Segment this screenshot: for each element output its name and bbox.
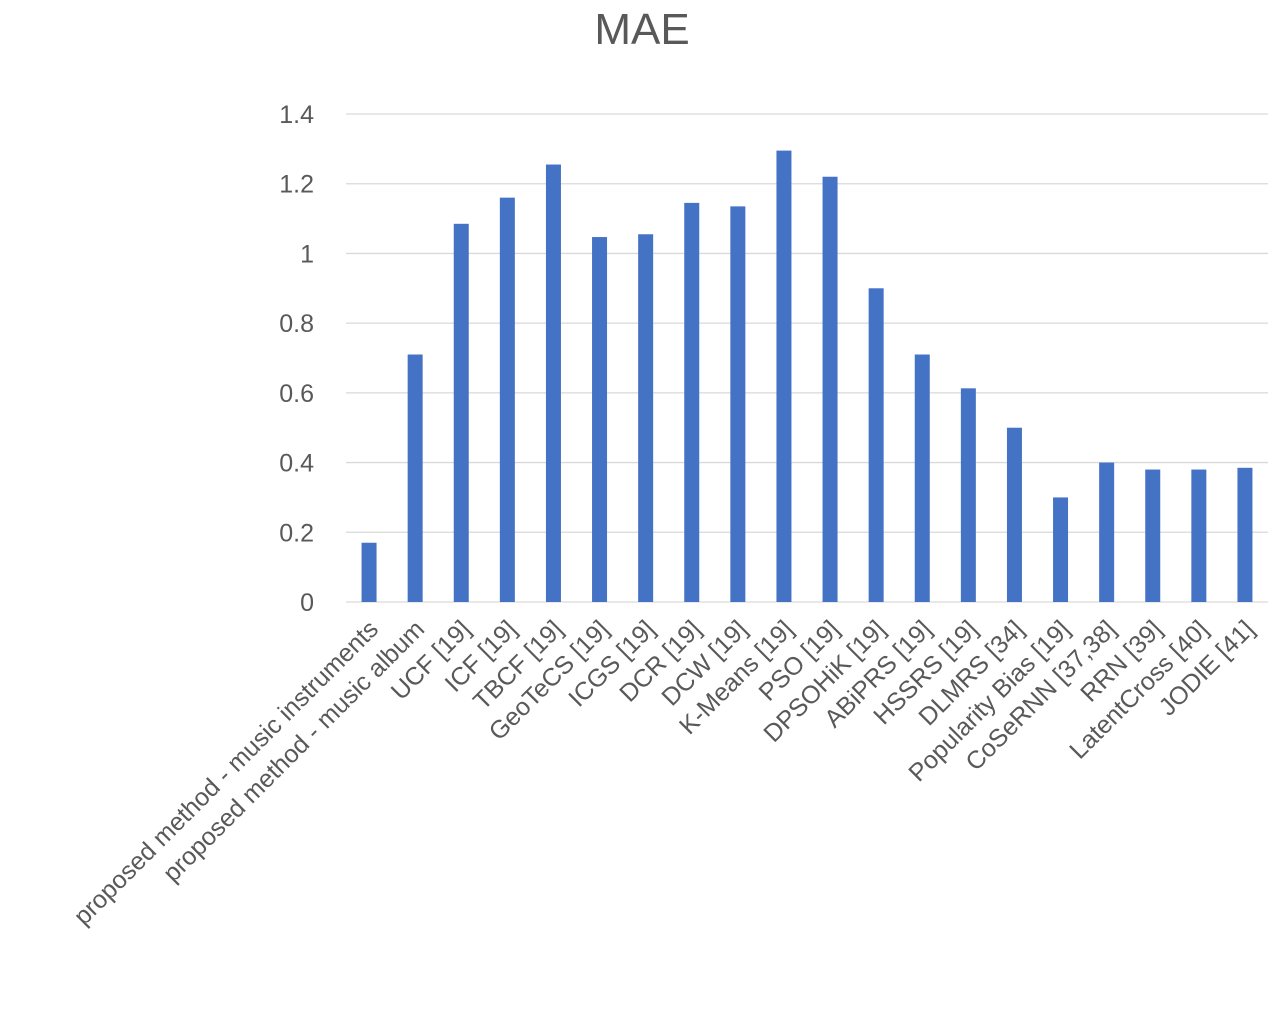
- x-axis-labels: proposed method - music instrumentspropo…: [68, 615, 1259, 931]
- bar: [545, 164, 561, 603]
- bar: [1237, 467, 1253, 602]
- bar: [822, 176, 838, 602]
- y-tick-label: 1.4: [279, 101, 314, 129]
- chart-title: MAE: [594, 5, 689, 54]
- bar: [914, 354, 930, 602]
- y-tick-label: 0: [300, 589, 314, 617]
- y-tick-label: 1: [300, 240, 314, 268]
- bar: [730, 206, 746, 602]
- bar: [453, 223, 469, 603]
- bar: [776, 150, 792, 602]
- bar: [1053, 497, 1069, 602]
- gridlines: [346, 113, 1268, 603]
- y-tick-label: 0.2: [279, 519, 314, 547]
- x-category-label: proposed method - music instruments: [68, 615, 384, 931]
- y-tick-label: 1.2: [279, 171, 314, 199]
- bar: [1145, 469, 1161, 602]
- y-tick-label: 0.8: [279, 310, 314, 338]
- bar: [684, 202, 700, 602]
- bar: [499, 197, 515, 602]
- bar: [1099, 462, 1115, 602]
- bar: [1006, 427, 1022, 602]
- bar: [960, 388, 976, 602]
- bar: [868, 288, 884, 602]
- bars: [361, 150, 1253, 603]
- y-tick-label: 0.6: [279, 380, 314, 408]
- y-tick-label: 0.4: [279, 450, 314, 478]
- bar: [592, 237, 608, 602]
- bar: [1191, 469, 1207, 602]
- bar: [638, 234, 654, 602]
- x-category-label: proposed method - music album: [158, 615, 430, 887]
- y-axis-ticks: 0 0.2 0.4 0.6 0.8 1 1.2 1.4: [279, 101, 314, 617]
- bar: [407, 354, 423, 602]
- bar: [361, 542, 377, 602]
